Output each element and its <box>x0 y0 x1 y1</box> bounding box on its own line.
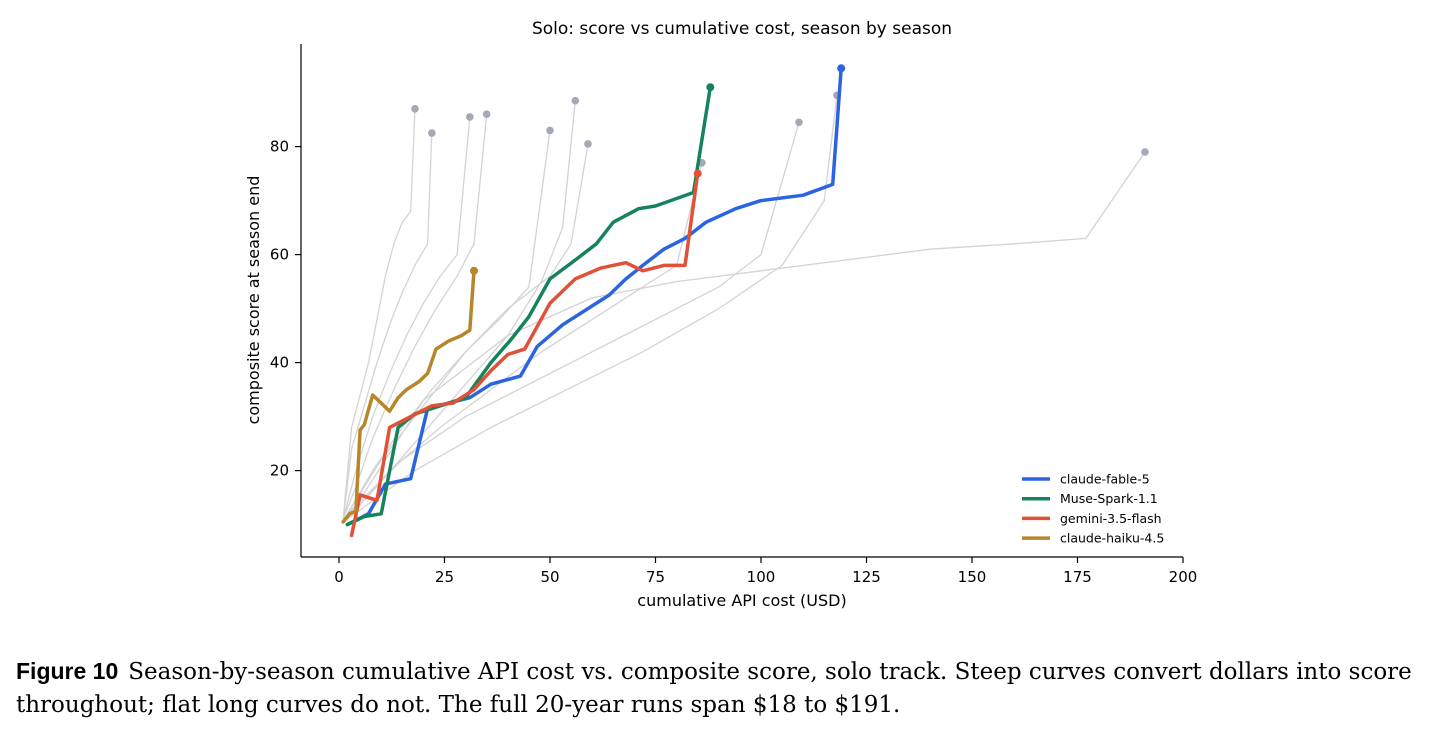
x-tick-label: 75 <box>646 568 665 586</box>
x-tick-label: 150 <box>958 568 987 586</box>
background-run-line <box>342 108 416 520</box>
x-tick-label: 0 <box>334 568 344 586</box>
background-run-line <box>342 133 433 520</box>
background-run-line <box>342 116 471 520</box>
series-endpoint <box>706 83 715 92</box>
series-line <box>349 171 700 538</box>
background-run-endpoint <box>482 110 491 118</box>
y-tick-label: 80 <box>270 138 289 156</box>
series-line <box>345 85 713 527</box>
caption-text: Season-by-season cumulative API cost vs.… <box>16 659 1412 718</box>
y-tick-label: 40 <box>270 354 289 372</box>
series-lines <box>341 64 846 538</box>
y-tick-label: 20 <box>270 462 289 480</box>
background-run-endpoint <box>584 140 592 148</box>
background-run-line <box>346 143 589 515</box>
background-run-endpoint <box>466 113 474 121</box>
background-run-endpoint <box>795 118 803 127</box>
x-tick-label: 100 <box>747 568 776 586</box>
figure-caption: Figure 10 Season-by-season cumulative API… <box>16 655 1428 722</box>
background-run-line <box>346 151 1146 520</box>
series-line <box>341 269 476 524</box>
legend-label: claude-haiku-4.5 <box>1060 531 1164 546</box>
x-tick-label: 25 <box>435 568 454 586</box>
x-tick-label: 50 <box>540 568 559 586</box>
series-endpoint <box>693 169 702 178</box>
background-run-endpoint <box>571 96 580 105</box>
background-run-endpoint <box>546 126 554 135</box>
y-tick-label: 60 <box>270 246 289 264</box>
x-axis-label: cumulative API cost (USD) <box>637 591 846 610</box>
series-endpoint <box>470 266 479 275</box>
chart: Solo: score vs cumulative cost, season b… <box>244 19 1197 610</box>
legend-label: gemini-3.5-flash <box>1060 511 1162 526</box>
x-ticks: 0 25 50 75 100 125 150 175 200 <box>334 557 1197 586</box>
background-run-line <box>346 100 576 520</box>
x-tick-label: 200 <box>1169 568 1198 586</box>
figure-label: Figure 10 <box>16 658 119 684</box>
series-endpoint <box>837 64 846 73</box>
background-run-line <box>342 114 488 520</box>
series-line <box>345 66 843 527</box>
legend: claude-fable-5 Muse-Spark-1.1 gemini-3.5-f… <box>1022 472 1164 546</box>
x-tick-label: 125 <box>852 568 881 586</box>
background-run-line <box>346 130 551 515</box>
y-ticks: 20 40 60 80 <box>270 138 301 480</box>
y-axis-label: composite score at season end <box>244 176 263 425</box>
x-tick-label: 175 <box>1063 568 1092 586</box>
background-runs <box>342 91 1149 520</box>
background-run-endpoint <box>428 129 436 137</box>
background-run-line <box>346 162 703 520</box>
background-run-endpoint <box>1141 148 1149 156</box>
chart-title: Solo: score vs cumulative cost, season b… <box>532 19 952 39</box>
legend-label: claude-fable-5 <box>1060 472 1150 487</box>
background-run-line <box>346 122 800 515</box>
background-run-line <box>347 95 838 520</box>
background-run-endpoint <box>411 105 419 113</box>
legend-label: Muse-Spark-1.1 <box>1060 491 1158 506</box>
